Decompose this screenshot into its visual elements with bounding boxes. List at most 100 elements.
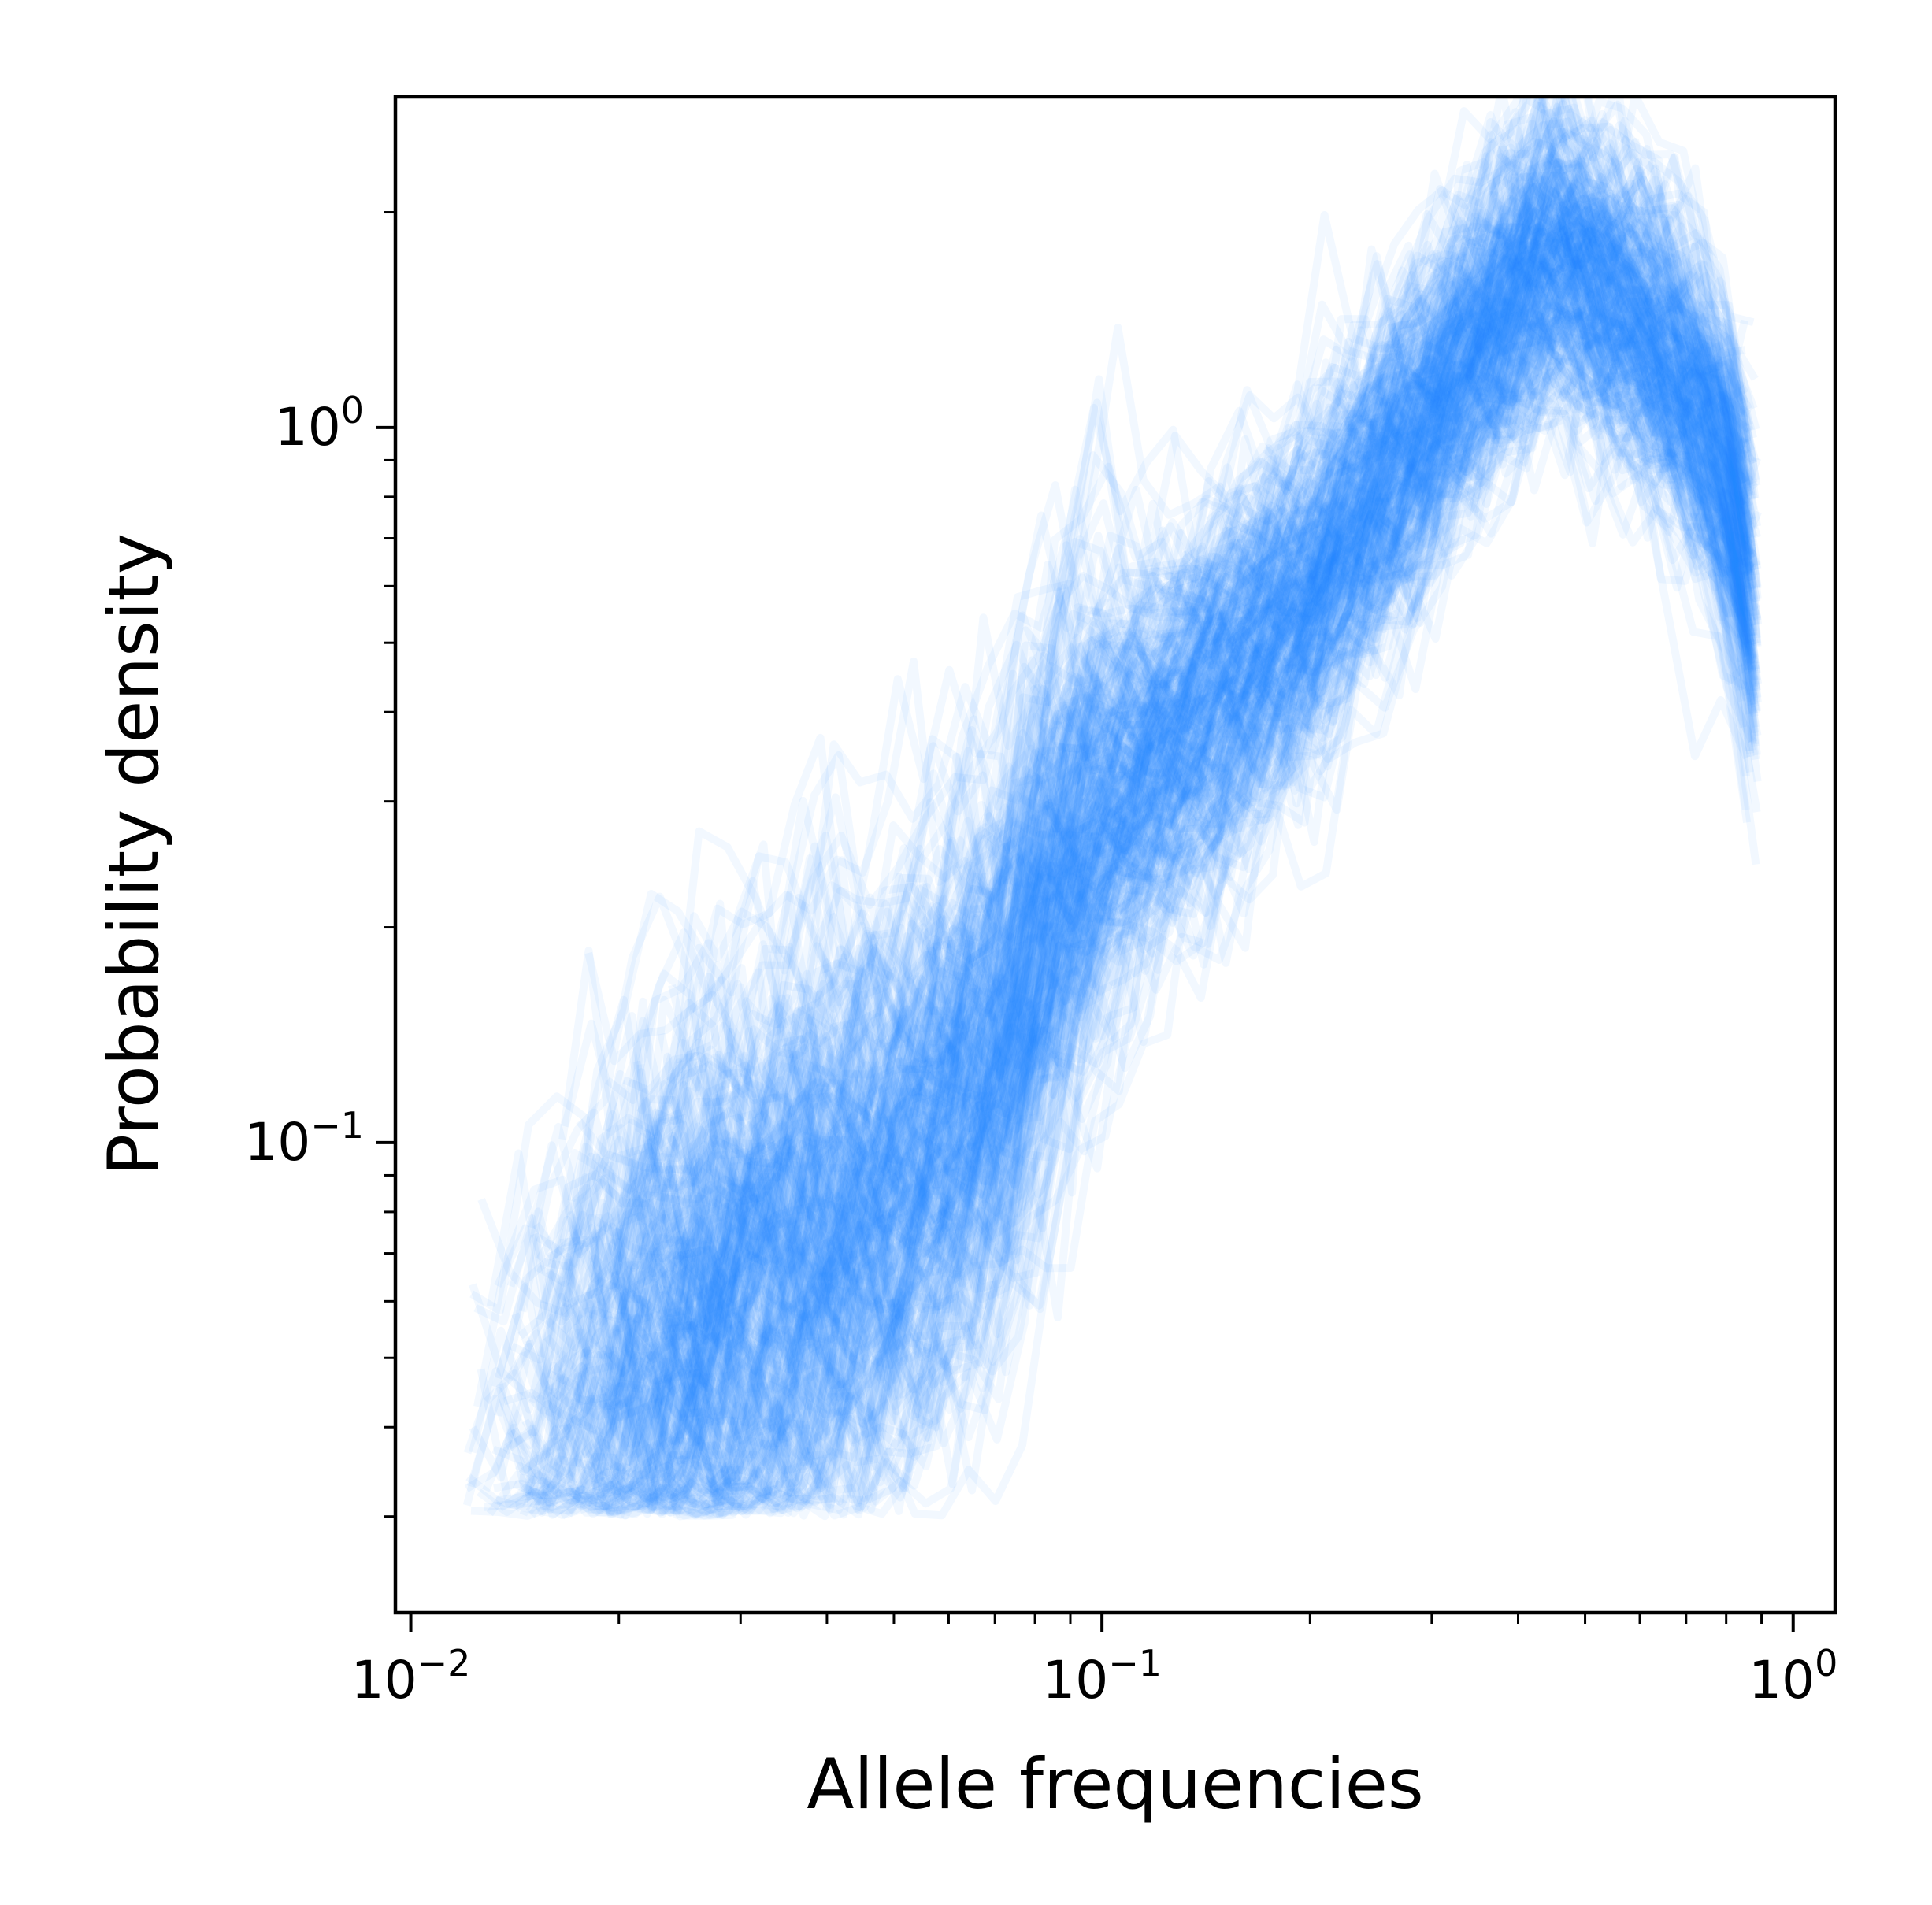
series-line: [651, 186, 1748, 1487]
series-line: [569, 356, 1749, 1520]
series-line: [525, 285, 1761, 1518]
series-line: [466, 118, 1748, 1499]
series-line: [643, 254, 1754, 1517]
series-line: [584, 176, 1749, 1436]
series-line: [663, 192, 1760, 1488]
series-line: [554, 314, 1753, 1518]
y-axis: 10−1 100: [244, 211, 395, 1518]
series-line: [541, 156, 1749, 1512]
series-line: [519, 296, 1760, 1485]
series-line: [632, 109, 1755, 1473]
series-line: [664, 240, 1755, 1510]
series-line: [635, 173, 1745, 1398]
series-line: [556, 251, 1752, 1452]
series-line: [647, 162, 1753, 1470]
series-line: [551, 204, 1745, 1509]
series-line: [591, 261, 1752, 1500]
series-line: [619, 233, 1745, 1501]
series-line: [537, 251, 1762, 1497]
series-line: [580, 293, 1758, 1511]
series-line: [592, 199, 1749, 1327]
series-line: [631, 229, 1756, 1384]
series-line: [573, 224, 1748, 1364]
series-line: [658, 253, 1748, 1509]
series-line: [536, 171, 1756, 1327]
series-line: [544, 193, 1756, 1466]
series-line: [639, 306, 1759, 1492]
series-line: [677, 183, 1755, 1322]
series-line: [512, 194, 1756, 1512]
series-line: [544, 178, 1753, 1418]
series-line: [664, 187, 1748, 1338]
x-tick-label: 10−2: [351, 1642, 471, 1710]
series-line: [611, 244, 1749, 1484]
series-line: [514, 178, 1751, 1514]
series-line: [660, 170, 1759, 1176]
series-line: [606, 331, 1752, 1512]
series-line: [639, 234, 1758, 1510]
series-line: [611, 235, 1752, 1507]
series-line: [484, 97, 1754, 1488]
series-line: [665, 223, 1754, 1324]
series-line: [611, 172, 1753, 1515]
series-line: [575, 221, 1749, 1496]
series-line: [659, 172, 1747, 1420]
series-line: [536, 332, 1752, 1520]
series-line: [584, 117, 1752, 1066]
series-line: [599, 175, 1761, 1295]
series-line: [679, 148, 1756, 1381]
series-line: [680, 172, 1747, 1351]
series-line: [610, 97, 1752, 1247]
series-line: [521, 240, 1747, 1484]
series-line: [669, 217, 1762, 1518]
series-line: [491, 100, 1762, 1515]
series-line: [667, 196, 1745, 1374]
series-line: [589, 156, 1756, 1394]
series-line: [602, 293, 1751, 1419]
series-line: [482, 169, 1754, 1517]
series-line: [562, 295, 1746, 1510]
series-line: [570, 259, 1756, 1421]
series-line: [614, 97, 1747, 1305]
series-line: [580, 205, 1750, 1510]
series-line: [638, 182, 1758, 1506]
series-line: [600, 199, 1762, 1514]
series-line: [560, 109, 1758, 1466]
series-line: [527, 315, 1760, 1506]
series-line: [542, 258, 1752, 1508]
series-line: [610, 120, 1747, 1389]
series-line: [679, 102, 1759, 1374]
series-line: [654, 146, 1756, 1520]
series-line: [581, 154, 1753, 1360]
series-line: [648, 97, 1756, 1284]
series-line: [518, 158, 1756, 1436]
series-line: [473, 206, 1754, 1507]
series-line: [602, 287, 1746, 1519]
series-line: [528, 161, 1748, 1411]
series-line: [541, 245, 1751, 1497]
series-line: [518, 176, 1762, 1313]
series-line: [655, 143, 1747, 1499]
series-line: [578, 132, 1754, 1447]
series-line: [657, 148, 1757, 1321]
series-line: [636, 154, 1752, 1234]
x-tick-label: 100: [1748, 1642, 1837, 1710]
series-line: [616, 176, 1753, 1518]
series-line: [647, 228, 1760, 1497]
series-line: [622, 164, 1746, 1147]
x-axis: 10−2 10−1 100: [351, 1613, 1837, 1710]
series-line: [596, 174, 1760, 1353]
series-line: [661, 170, 1760, 1440]
series-line: [462, 218, 1745, 1507]
series-line: [658, 191, 1748, 1460]
series-line: [569, 183, 1748, 1511]
series-line: [596, 209, 1753, 1506]
series-line: [625, 117, 1757, 1471]
series-line: [529, 330, 1752, 1510]
series-line: [498, 291, 1746, 1514]
series-line: [636, 199, 1750, 1516]
series-line: [486, 158, 1758, 1351]
series-line: [608, 164, 1761, 1504]
series-line: [572, 240, 1758, 1503]
series-line: [607, 268, 1751, 1510]
